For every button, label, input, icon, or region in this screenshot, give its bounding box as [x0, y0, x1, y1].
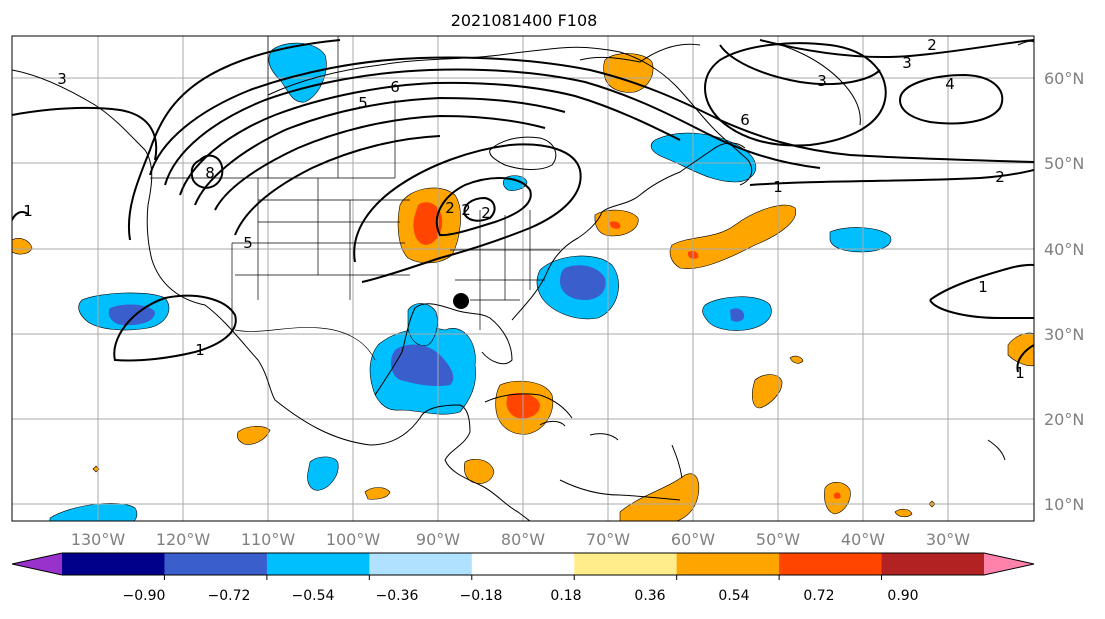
- contour-label-group: 3 2 3 4 6 1 5 6 3 2 1 1 1 5 2 1 2 8 2: [23, 36, 1025, 382]
- lat-label: 20°N: [1044, 410, 1084, 429]
- colorbar-segment: [779, 553, 883, 575]
- colorbar-segment: [369, 553, 473, 575]
- contour-label: 2: [461, 201, 471, 219]
- colorbar-segment: [471, 553, 575, 575]
- contour-label: 1: [773, 178, 783, 196]
- contour-label: 5: [243, 234, 253, 252]
- colorbar-segment: [881, 553, 985, 575]
- contour-label: 1: [195, 341, 205, 359]
- colorbar-tick-label: 0.54: [718, 588, 749, 604]
- colorbar-tick-label: −0.90: [123, 588, 166, 604]
- contour-label: 2: [445, 199, 455, 217]
- contour-label: 2: [995, 168, 1005, 186]
- colorbar-tick-label: 0.90: [887, 588, 918, 604]
- colorbar-segment: [164, 553, 268, 575]
- contour-label: 2: [481, 204, 491, 222]
- colorbar-tick-label: −0.54: [292, 588, 335, 604]
- lon-label: 100°W: [326, 530, 381, 549]
- contour-label: 1: [1015, 364, 1025, 382]
- lon-label: 70°W: [586, 530, 630, 549]
- map-title: 2021081400 F108: [451, 11, 598, 30]
- contour-label: 8: [205, 164, 215, 182]
- colorbar-segment: [676, 553, 780, 575]
- lon-label: 40°W: [841, 530, 885, 549]
- political-boundaries: [150, 36, 560, 361]
- map-content: [12, 36, 1034, 521]
- contour-label: 5: [358, 94, 368, 112]
- lon-label: 80°W: [501, 530, 545, 549]
- colorbar-tick-labels: −0.90 −0.72 −0.54 −0.36 −0.18 0.18 0.36 …: [123, 588, 919, 604]
- lon-label: 130°W: [71, 530, 126, 549]
- lat-label: 60°N: [1044, 69, 1084, 88]
- colorbar-tick-label: 0.18: [550, 588, 581, 604]
- lon-label: 90°W: [416, 530, 460, 549]
- contour-label: 2: [927, 36, 937, 54]
- lat-label: 10°N: [1044, 495, 1084, 514]
- contour-label: 1: [23, 202, 33, 220]
- lat-label: 30°N: [1044, 325, 1084, 344]
- lon-label: 60°W: [671, 530, 715, 549]
- lon-label: 120°W: [156, 530, 211, 549]
- colorbar-tick-label: 0.72: [803, 588, 834, 604]
- colorbar-outline: [11, 552, 1035, 576]
- contour-label: 6: [390, 78, 400, 96]
- lat-label: 40°N: [1044, 240, 1084, 259]
- contour-label: 6: [740, 111, 750, 129]
- colorbar-tick-label: −0.36: [376, 588, 419, 604]
- contour-label: 4: [945, 75, 955, 93]
- colorbar-tick-label: −0.72: [208, 588, 251, 604]
- colorbar-tick-label: 0.36: [634, 588, 665, 604]
- map-border: [11, 35, 1035, 522]
- contour-label: 1: [978, 278, 988, 296]
- lon-label: 110°W: [241, 530, 296, 549]
- colorbar-extend-high: [984, 553, 1034, 575]
- lon-label: 30°W: [926, 530, 970, 549]
- latitude-labels: 60°N 50°N 40°N 30°N 20°N 10°N: [1044, 69, 1084, 514]
- location-marker: [453, 293, 469, 309]
- colorbar-tick-label: −0.18: [460, 588, 503, 604]
- colorbar-extend-low: [12, 553, 62, 575]
- contour-label: 3: [817, 72, 827, 90]
- isolines: [12, 39, 1034, 373]
- lon-label: 50°W: [756, 530, 800, 549]
- colorbar: [11, 552, 1035, 580]
- contour-label: 3: [57, 70, 67, 88]
- colorbar-segment: [574, 553, 678, 575]
- colorbar-segment: [62, 553, 165, 575]
- lat-label: 50°N: [1044, 154, 1084, 173]
- contour-label: 3: [902, 54, 912, 72]
- longitude-labels: 130°W 120°W 110°W 100°W 90°W 80°W 70°W 6…: [71, 530, 970, 549]
- colorbar-segment: [266, 553, 370, 575]
